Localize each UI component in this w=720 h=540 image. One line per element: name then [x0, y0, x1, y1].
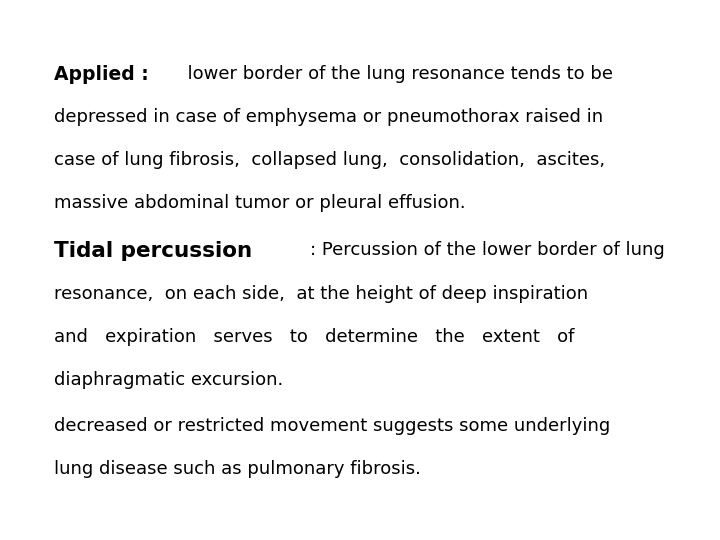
- Text: Tidal percussion: Tidal percussion: [54, 241, 252, 261]
- Text: Applied :: Applied :: [54, 65, 149, 84]
- Text: diaphragmatic excursion.: diaphragmatic excursion.: [54, 371, 283, 389]
- Text: massive abdominal tumor or pleural effusion.: massive abdominal tumor or pleural effus…: [54, 194, 466, 212]
- Text: resonance,  on each side,  at the height of deep inspiration: resonance, on each side, at the height o…: [54, 285, 588, 302]
- Text: lower border of the lung resonance tends to be: lower border of the lung resonance tends…: [176, 65, 613, 83]
- Text: lung disease such as pulmonary fibrosis.: lung disease such as pulmonary fibrosis.: [54, 460, 421, 478]
- Text: decreased or restricted movement suggests some underlying: decreased or restricted movement suggest…: [54, 417, 611, 435]
- Text: depressed in case of emphysema or pneumothorax raised in: depressed in case of emphysema or pneumo…: [54, 108, 603, 126]
- Text: and   expiration   serves   to   determine   the   extent   of: and expiration serves to determine the e…: [54, 328, 575, 346]
- Text: : Percussion of the lower border of lung: : Percussion of the lower border of lung: [310, 241, 665, 259]
- Text: case of lung fibrosis,  collapsed lung,  consolidation,  ascites,: case of lung fibrosis, collapsed lung, c…: [54, 151, 605, 169]
